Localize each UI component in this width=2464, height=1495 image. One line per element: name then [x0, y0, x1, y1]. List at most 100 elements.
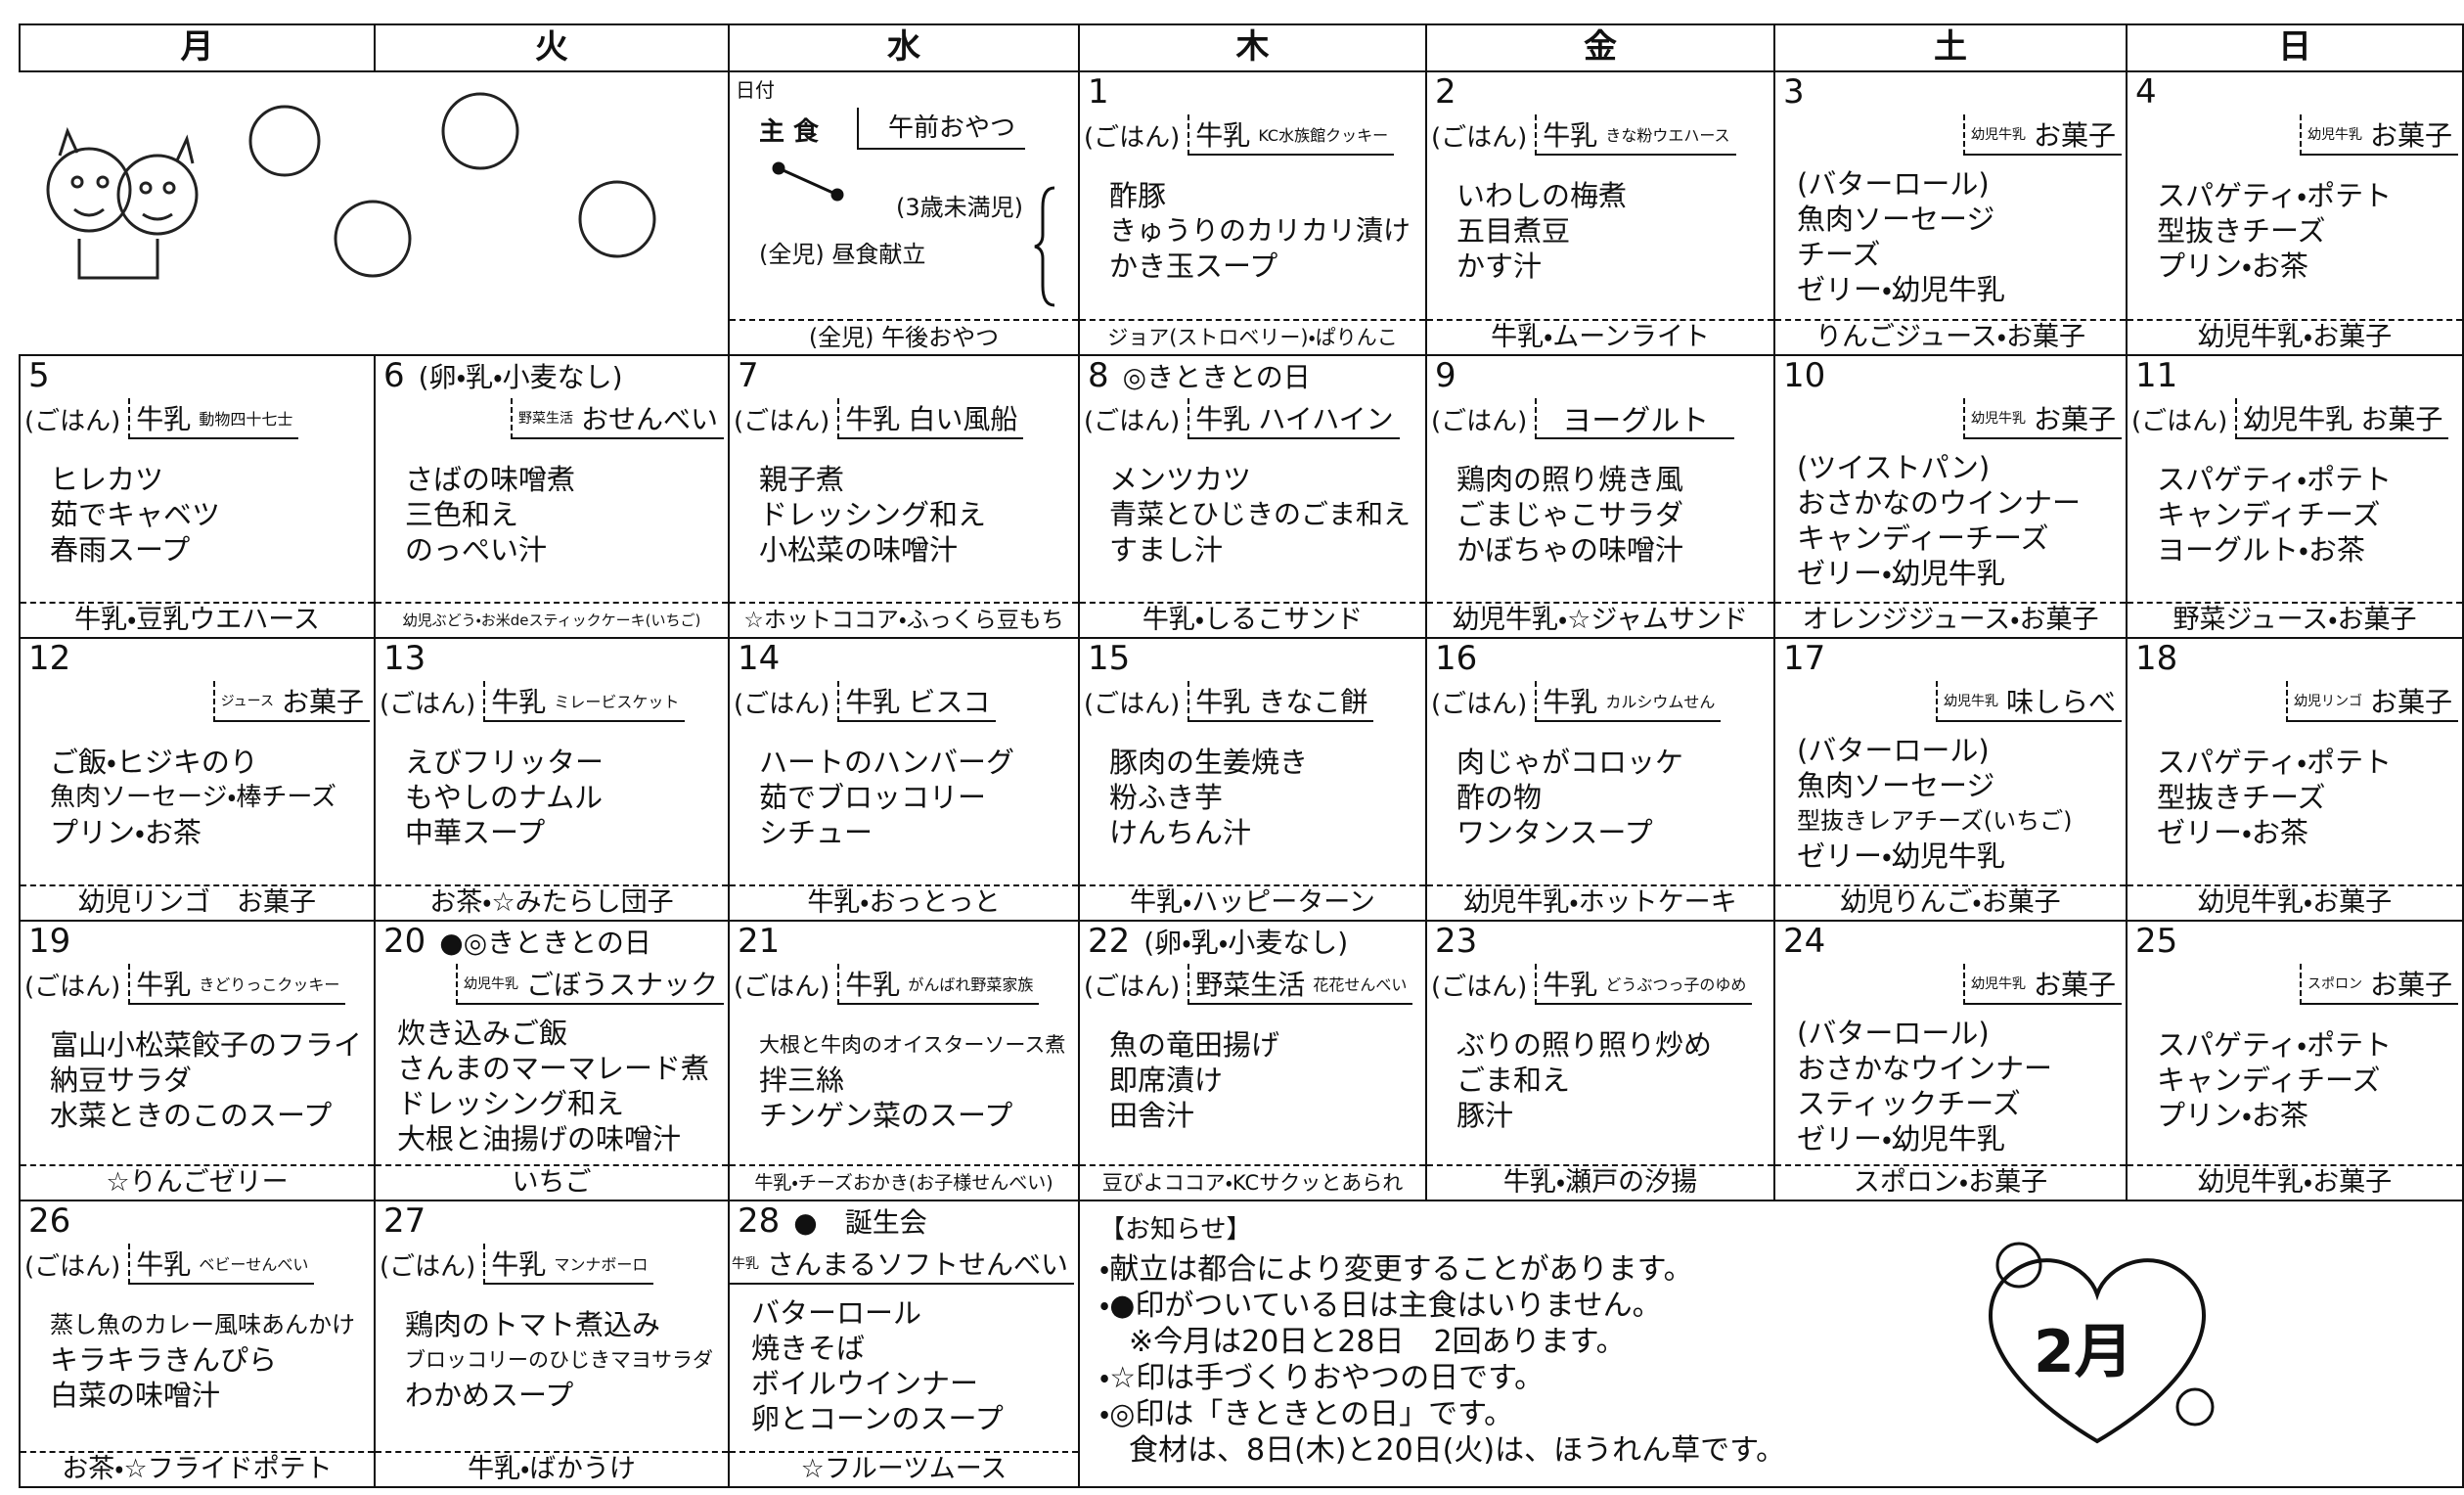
- notice-line: ・献立は都合により変更することがあります。: [1099, 1252, 1693, 1287]
- milk: 牛乳: [1195, 686, 1251, 718]
- milk-box: 牛乳 どうぶつっ子のゆめ: [1535, 964, 1753, 1005]
- date: 10: [1783, 356, 1826, 395]
- meal-header: (ごはん) 牛乳 ベビーせんべい: [24, 1243, 370, 1286]
- day-cell: 3 幼児牛乳 お菓子 (バターロール) 魚肉ソーセージ チーズ ゼリー・幼児牛乳 りんごジュー…: [1773, 70, 2128, 356]
- day-header: 水: [728, 23, 1080, 72]
- afternoon-snack: 幼児ぶどう・お米deスティックケーキ(いちご): [376, 602, 728, 637]
- dish: ゼリー・お茶: [2157, 816, 2308, 849]
- milk-box: 野菜生活 おせんべい: [510, 398, 724, 439]
- dish: (ツイストパン): [1797, 451, 1991, 484]
- date: 12: [28, 639, 71, 678]
- snack: 味しらべ: [2005, 686, 2116, 718]
- dish: おさかなのウインナー: [1797, 486, 2082, 520]
- date: 2: [1435, 72, 1456, 112]
- date-row: 27: [383, 1201, 426, 1241]
- milk-box: 牛乳 さんまるソフトせんべい: [730, 1244, 1074, 1285]
- dish: (バターロール): [1797, 167, 1990, 201]
- afternoon-snack: 幼児リンゴ お菓子: [21, 884, 374, 920]
- milk: スポロン: [2307, 976, 2362, 992]
- milk: 牛乳: [845, 686, 901, 718]
- day-header: 日: [2126, 23, 2464, 72]
- milk-box: 牛乳 ベビーせんべい: [128, 1244, 315, 1285]
- meal-header: 幼児牛乳 お菓子: [1779, 963, 2122, 1006]
- day-cell: 11 (ごはん) 幼児牛乳 お菓子 スパゲティ・ポテト キャンディチーズ ヨーグルト・お茶野…: [2126, 354, 2464, 639]
- afternoon-snack: 牛乳・豆乳ウエハース: [21, 602, 374, 637]
- milk-box: 牛乳 ビスコ: [837, 681, 997, 722]
- dish: けんちん汁: [1109, 816, 1252, 849]
- snack: お菓子: [2360, 403, 2443, 435]
- dish: 小松菜の味噌汁: [759, 533, 959, 566]
- dishes: 炊き込みご飯 さんまのマーマレード煮 ドレッシング和え 大根と油揚げの味噌汁: [397, 1016, 722, 1156]
- staple: (ごはん): [1084, 689, 1181, 719]
- meal-header: (ごはん) 牛乳 動物四十七士: [24, 397, 370, 440]
- date: 20: [383, 922, 426, 961]
- dish: 春雨スープ: [50, 533, 191, 566]
- date: 22: [1088, 922, 1131, 961]
- dish: ボイルウインナー: [751, 1367, 979, 1400]
- date: 27: [383, 1201, 426, 1241]
- dish: ドレッシング和え: [397, 1087, 625, 1120]
- milk: 野菜生活: [517, 411, 573, 427]
- month-badge-text: 2月: [2034, 1318, 2133, 1386]
- dish: すまし汁: [1109, 533, 1224, 566]
- afternoon-snack: 幼児牛乳・お菓子: [2128, 319, 2462, 354]
- day-note: (卵・乳・小麦なし): [418, 361, 623, 393]
- meal-header: (ごはん) 牛乳 ビスコ: [734, 680, 1074, 723]
- milk-box: 野菜生活 花花せんべい: [1187, 964, 1413, 1005]
- meal-header: (ごはん) 牛乳 マンナボーロ: [380, 1243, 724, 1286]
- dish: ごまじゃこサラダ: [1456, 498, 1684, 531]
- dishes: ハートのハンバーグ 茹でブロッコリー シチュー: [759, 745, 1072, 850]
- dish: 魚肉ソーセージ: [1797, 203, 1995, 236]
- staple: (ごはん): [380, 1251, 476, 1282]
- snack: きなこ餅: [1258, 686, 1368, 718]
- day-header: 金: [1425, 23, 1775, 72]
- day-cell: 13 (ごはん) 牛乳 ミレービスケット えびフリッター もやしのナムル 中華スープ お茶・☆…: [374, 637, 730, 922]
- dishes: 魚の竜田揚げ 即席漬け 田舎汁: [1109, 1027, 1419, 1133]
- dish: チーズ: [1797, 238, 1881, 271]
- staple: (ごはん): [734, 406, 830, 436]
- afternoon-snack: いちご: [376, 1164, 728, 1200]
- day-cell: 8 ◎きときとの日 (ごはん) 牛乳 ハイハイン メンツカツ 青菜とひじきのごま和え すまし汁…: [1078, 354, 1427, 639]
- afternoon-snack: ジョア(ストロベリー)・ぱりんこ: [1080, 319, 1425, 354]
- day-cell: 18 幼児リンゴ お菓子 スパゲティ・ポテト 型抜きチーズ ゼリー・お茶 幼児牛乳・お菓子: [2126, 637, 2464, 922]
- milk-box: ヨーグルト: [1535, 398, 1735, 439]
- dishes: ぶりの照り照り炒め ごま和え 豚汁: [1456, 1027, 1768, 1133]
- day-note: (卵・乳・小麦なし): [1143, 927, 1349, 959]
- staple: (ごはん): [24, 406, 121, 436]
- dish: さんまのマーマレード煮: [397, 1052, 710, 1085]
- snack: がんばれ野菜家族: [908, 975, 1034, 994]
- meal-header: 幼児リンゴ お菓子: [2131, 680, 2458, 723]
- milk: 牛乳: [136, 403, 192, 435]
- meal-header: 幼児牛乳 味しらべ: [1779, 680, 2122, 723]
- notice-line: ・●印がついている日は主食はいりません。: [1099, 1289, 1662, 1323]
- snack: お菓子: [2369, 686, 2452, 718]
- dish: キャンディチーズ: [2157, 498, 2381, 531]
- day-cell: 19 (ごはん) 牛乳 きどりっこクッキー 富山小松菜餃子のフライ 納豆サラダ 水菜ときのこ…: [19, 920, 376, 1201]
- notice-line: ・☆印は手づくりおやつの日です。: [1099, 1361, 1545, 1395]
- snack: さんまるソフトせんべい: [766, 1248, 1068, 1281]
- snack: どうぶつっ子のゆめ: [1605, 975, 1747, 994]
- milk: 牛乳: [1195, 403, 1251, 435]
- date-row: 21: [738, 922, 780, 961]
- date-row: 25: [2135, 922, 2177, 961]
- dish: かき玉スープ: [1109, 249, 1278, 283]
- date-row: 14: [738, 639, 780, 678]
- notice-line: 食材は、8日(木)と20日(火)は、ほうれん草です。: [1129, 1433, 1786, 1468]
- dish: ゼリー・幼児牛乳: [1797, 273, 2005, 306]
- dishes: 酢豚 きゅうりのカリカリ漬け かき玉スープ: [1109, 178, 1419, 284]
- dish: ハートのハンバーグ: [759, 746, 1015, 779]
- dishes: さばの味噌煮 三色和え のっぺい汁: [405, 462, 722, 567]
- date-row: 22 (卵・乳・小麦なし): [1088, 922, 1348, 963]
- milk-box: ジュース お菓子: [212, 681, 370, 722]
- dish: チンゲン菜のスープ: [759, 1099, 1013, 1132]
- snack: きな粉ウエハース: [1605, 126, 1730, 145]
- dish: (バターロール): [1797, 1017, 1990, 1050]
- day-header: 月: [19, 23, 376, 72]
- afternoon-snack: 幼児りんご・お菓子: [1775, 884, 2126, 920]
- date: 28: [738, 1201, 781, 1241]
- dishes: 富山小松菜餃子のフライ 納豆サラダ 水菜ときのこのスープ: [50, 1027, 368, 1133]
- milk: 幼児牛乳: [1970, 976, 2026, 992]
- date: 13: [383, 639, 426, 678]
- meal-header: (ごはん) 牛乳 カルシウムせん: [1431, 680, 1770, 723]
- milk: 牛乳: [136, 1248, 192, 1281]
